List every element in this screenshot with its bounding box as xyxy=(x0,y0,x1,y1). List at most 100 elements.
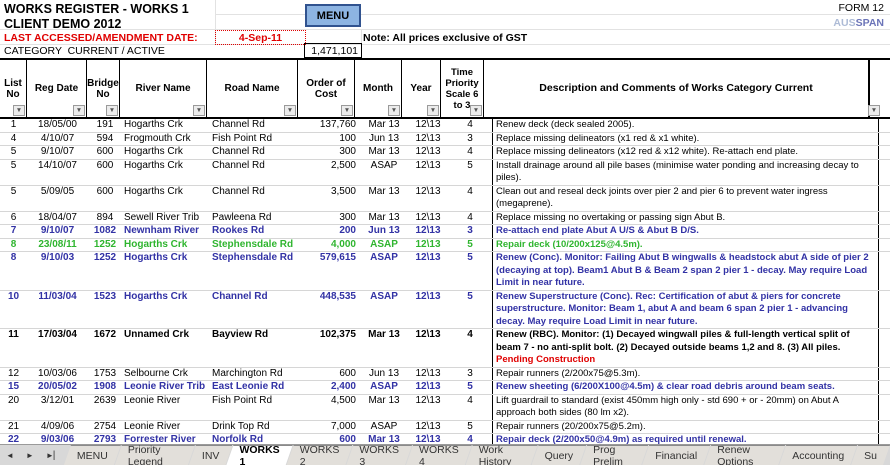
last-accessed-date-cell[interactable]: 4-Sep-11 xyxy=(215,30,306,45)
table-row[interactable]: 20 3/12/01 2639 Leonie River Fish Point … xyxy=(0,394,890,421)
menu-button[interactable]: MENU xyxy=(305,4,361,27)
table-row[interactable]: 4 4/10/07 594 Frogmouth Crk Fish Point R… xyxy=(0,132,890,146)
cell-river-name: Newnham River xyxy=(124,225,200,236)
filter-dropdown-icon[interactable]: ▼ xyxy=(868,105,880,116)
cell-bridge-no: 2639 xyxy=(93,394,117,406)
sheet-tab[interactable]: Priority Legend xyxy=(115,445,195,465)
cell-bridge-no: 600 xyxy=(96,146,114,157)
table-row[interactable]: 6 18/04/07 894 Sewell River Trib Pawleen… xyxy=(0,211,890,225)
filter-dropdown-icon[interactable]: ▼ xyxy=(284,105,296,116)
table-row[interactable]: 7 9/10/07 1082 Newnham River Rookes Rd 2… xyxy=(0,225,890,239)
filter-dropdown-icon[interactable]: ▼ xyxy=(106,105,118,116)
filter-dropdown-icon[interactable]: ▼ xyxy=(427,105,439,116)
cell-priority: 3 xyxy=(467,367,473,379)
table-row[interactable]: 15 20/05/02 1908 Leonie River Trib East … xyxy=(0,381,890,395)
cell-bridge-no: 1908 xyxy=(93,381,117,392)
sheet-tab[interactable]: Query xyxy=(532,445,587,465)
cell-reg-date: 23/08/11 xyxy=(38,238,77,250)
table-row[interactable]: 11 17/03/04 1672 Unnamed Crk Bayview Rd … xyxy=(0,329,890,368)
cell-bridge-no: 894 xyxy=(96,211,114,223)
cell-description: Replace missing no overtaking or passing… xyxy=(492,211,878,224)
cell-description: Repair runners (20/200x75@5.2m). xyxy=(492,420,878,433)
cell-month: Mar 13 xyxy=(368,434,400,445)
cell-road-name: Pawleena Rd xyxy=(212,211,272,223)
filter-dropdown-icon[interactable]: ▼ xyxy=(13,105,25,116)
cell-year: 12\13 xyxy=(415,119,441,130)
sheet-tab[interactable]: Financial xyxy=(642,445,710,465)
table-row[interactable]: 10 11/03/04 1523 Hogarths Crk Channel Rd… xyxy=(0,290,890,329)
sheet-tab[interactable]: WORKS 1 xyxy=(226,445,292,465)
sheet-tabs: MENU Priority Legend INV WORKS 1 WORKS 2 WORK… xyxy=(70,445,890,465)
cell-edge-strip xyxy=(878,225,890,238)
cell-river-name: Hogarths Crk xyxy=(124,146,183,157)
cell-order-of-cost: 3,500 xyxy=(330,185,356,197)
cell-river-name: Hogarths Crk xyxy=(124,159,183,171)
sheet-tab[interactable]: Su xyxy=(851,445,890,465)
cell-order-of-cost: 200 xyxy=(339,225,356,236)
cell-list-no: 15 xyxy=(7,381,20,392)
cell-reg-date: 14/10/07 xyxy=(38,159,77,171)
cell-month: Jun 13 xyxy=(368,225,400,236)
cell-bridge-no: 600 xyxy=(96,159,114,171)
table-row[interactable]: 5 9/10/07 600 Hogarths Crk Channel Rd 30… xyxy=(0,146,890,160)
col-header-order-of-cost: Order of Cost ▼ xyxy=(297,60,355,117)
filter-dropdown-icon[interactable]: ▼ xyxy=(193,105,205,116)
cell-priority: 5 xyxy=(467,252,473,263)
ausspan-logo: AUSSPAN xyxy=(833,17,884,29)
cell-edge-strip xyxy=(878,159,890,185)
cell-month: ASAP xyxy=(370,420,398,432)
sheet-header-area: WORKS REGISTER - WORKS 1 FORM 12 CLIENT … xyxy=(0,0,890,58)
cell-year: 12\13 xyxy=(415,329,441,340)
cell-priority: 4 xyxy=(467,211,473,223)
cell-list-no: 6 xyxy=(10,211,17,223)
sheet-tab[interactable]: Accounting xyxy=(779,445,857,465)
tab-nav-arrow-icon[interactable]: ► xyxy=(25,450,34,460)
sheet-tab[interactable]: Prog Prelim xyxy=(580,445,648,465)
filter-dropdown-icon[interactable]: ▼ xyxy=(388,105,400,116)
cell-edge-strip xyxy=(878,381,890,394)
cell-road-name: Channel Rd xyxy=(212,159,265,171)
table-row[interactable]: 8 9/10/03 1252 Hogarths Crk Stephensdale… xyxy=(0,252,890,291)
tab-nav-arrow-icon[interactable]: ►▏ xyxy=(45,450,60,460)
category-total-cell: 1,471,101 xyxy=(304,43,362,58)
sheet-tab[interactable]: WORKS 4 xyxy=(406,445,472,465)
cell-river-name: Sewell River Trib xyxy=(124,211,200,223)
table-row[interactable]: 1 18/05/00 191 Hogarths Crk Channel Rd 1… xyxy=(0,119,890,133)
cell-river-name: Leonie River xyxy=(124,394,181,406)
sheet-tab[interactable]: WORKS 3 xyxy=(346,445,412,465)
cell-reg-date: 17/03/04 xyxy=(38,329,77,340)
cell-road-name: Stephensdale Rd xyxy=(212,252,294,263)
gridline xyxy=(215,14,890,15)
cell-month: ASAP xyxy=(370,159,398,171)
cell-priority: 4 xyxy=(467,329,473,340)
sheet-tab[interactable]: INV xyxy=(189,445,233,465)
cell-month: Mar 13 xyxy=(368,211,400,223)
table-row[interactable]: 5 5/09/05 600 Hogarths Crk Channel Rd 3,… xyxy=(0,185,890,212)
filter-dropdown-icon[interactable]: ▼ xyxy=(341,105,353,116)
cell-order-of-cost: 137,760 xyxy=(319,119,356,130)
table-row[interactable]: 8 23/08/11 1252 Hogarths Crk Stephensdal… xyxy=(0,238,890,252)
table-row[interactable]: 5 14/10/07 600 Hogarths Crk Channel Rd 2… xyxy=(0,159,890,186)
cell-edge-strip xyxy=(878,252,890,290)
table-row[interactable]: 21 4/09/06 2754 Leonie River Drink Top R… xyxy=(0,420,890,434)
sheet-tab[interactable]: MENU xyxy=(64,445,121,465)
table-row[interactable]: 12 10/03/06 1753 Selbourne Crk Marchingt… xyxy=(0,367,890,381)
gridline xyxy=(0,44,890,45)
filter-dropdown-icon[interactable]: ▼ xyxy=(470,105,482,116)
filter-dropdown-icon[interactable]: ▼ xyxy=(73,105,85,116)
cell-list-no: 21 xyxy=(7,420,20,432)
cell-reg-date: 5/09/05 xyxy=(40,185,75,197)
cell-month: ASAP xyxy=(370,381,398,392)
sheet-tab[interactable]: Renew Options xyxy=(704,445,785,465)
col-header-list-no: List No ▼ xyxy=(0,60,27,117)
col-header-month: Month ▼ xyxy=(354,60,402,117)
cell-road-name: Marchington Rd xyxy=(212,367,283,379)
cell-bridge-no: 2754 xyxy=(93,420,117,432)
sheet-tab[interactable]: WORKS 2 xyxy=(287,445,353,465)
cell-river-name: Frogmouth Crk xyxy=(124,132,191,144)
cell-priority: 4 xyxy=(467,185,473,197)
cell-year: 12\13 xyxy=(415,159,441,171)
sheet-tab[interactable]: Work History xyxy=(466,445,538,465)
tab-nav-arrow-icon[interactable]: ◄ xyxy=(6,450,14,460)
